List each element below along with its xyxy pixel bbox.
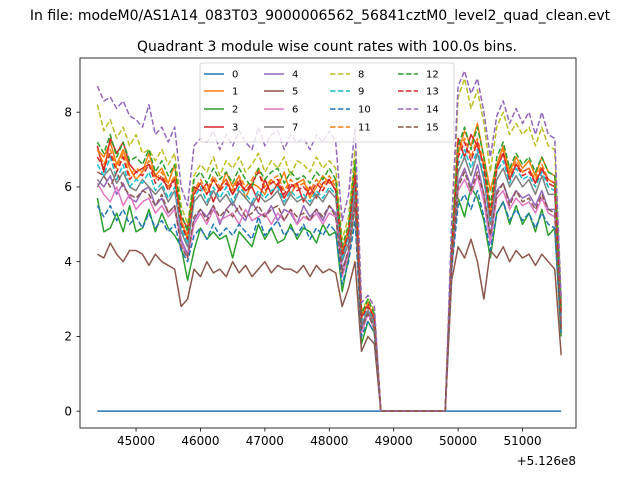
legend-frame [199, 62, 455, 143]
y-tick-label: 6 [64, 180, 72, 194]
legend-label-10: 10 [358, 105, 371, 116]
axes-frame [79, 57, 577, 429]
x-tick-label: 51000 [503, 434, 541, 448]
series-12-line [96, 126, 562, 412]
series-15-line [97, 171, 562, 412]
axes-layer [79, 57, 577, 429]
y-tick-label: 0 [64, 404, 72, 418]
y-tick-label: 8 [64, 105, 72, 119]
series-5-line [97, 238, 562, 412]
legend-label-12: 12 [426, 70, 439, 81]
legend-label-14: 14 [426, 105, 439, 116]
y-tick-label: 4 [64, 255, 72, 269]
x-tick-label: 49000 [375, 434, 413, 448]
series-10-line [96, 189, 562, 412]
legend-label-2: 2 [232, 105, 238, 116]
series-8-line [96, 77, 562, 412]
legend-label-8: 8 [358, 70, 364, 81]
x-tick-label: 45000 [117, 434, 155, 448]
axes-title: Quadrant 3 module wise count rates with … [137, 39, 517, 55]
x-tick-label: 46000 [181, 434, 219, 448]
legend-label-3: 3 [232, 123, 238, 134]
x-tick-label: 50000 [439, 434, 477, 448]
figure-suptitle: In file: modeM0/AS1A14_083T03_9000006562… [30, 8, 611, 24]
x-tick-label: 47000 [246, 434, 284, 448]
legend-label-9: 9 [358, 87, 364, 98]
legend-label-15: 15 [426, 123, 439, 134]
series-11-line [96, 137, 562, 412]
x-axis: 45000 46000 47000 48000 49000 50000 51000 [117, 428, 542, 448]
legend-label-4: 4 [292, 70, 298, 81]
legend-label-11: 11 [358, 123, 371, 134]
legend-label-13: 13 [426, 87, 439, 98]
x-offset-label: +5.126e8 [517, 454, 576, 468]
y-tick-label: 2 [64, 330, 72, 344]
series-9-line [96, 148, 562, 412]
legend-label-5: 5 [292, 87, 298, 98]
legend-label-0: 0 [232, 70, 238, 81]
y-axis: 0 2 4 6 8 [64, 105, 80, 418]
legend-label-7: 7 [292, 123, 298, 134]
x-tick-label: 48000 [310, 434, 348, 448]
legend-label-1: 1 [232, 87, 238, 98]
legend-label-6: 6 [292, 105, 298, 116]
series-13-line [96, 141, 562, 412]
